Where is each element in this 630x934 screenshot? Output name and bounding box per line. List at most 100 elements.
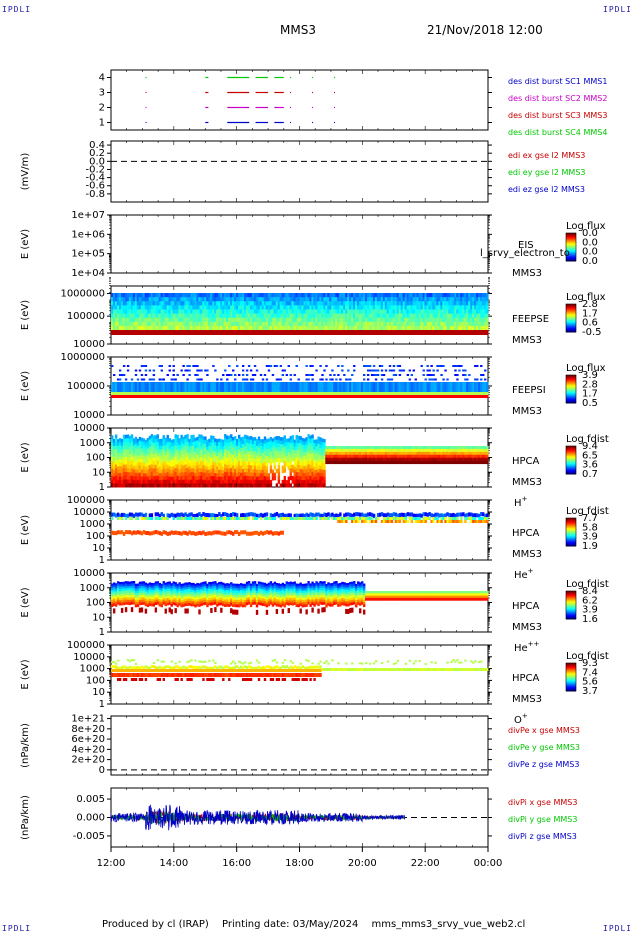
- spectrogram-cell-hpca_h: [198, 483, 201, 488]
- spectrogram-cell-feepse: [428, 305, 431, 310]
- spectrogram-cell-hpca_h: [335, 451, 338, 456]
- spectrogram-cell-hpca_h: [194, 483, 197, 488]
- spectrogram-cell-feepse: [436, 330, 439, 335]
- spectrogram-cell-feepse: [370, 330, 374, 335]
- spectrogram-cell-feepse: [484, 301, 487, 306]
- spectrogram-cell-hpca_h: [154, 457, 158, 462]
- spectrogram-cell-hpca_h: [178, 441, 181, 446]
- spectrogram-cell-hpca_h: [364, 457, 368, 462]
- spectrogram-cell-feepse: [114, 330, 118, 335]
- spectrogram-cell-feepse: [339, 313, 342, 319]
- spectrogram-cell-feepse: [271, 309, 275, 315]
- spectrogram-cell-hpca_h: [218, 483, 221, 488]
- cbar-swatch-eis: [566, 250, 576, 252]
- spectrogram-cell-hpca_h: [180, 468, 183, 473]
- spectrogram-cell-hpca_h: [196, 465, 199, 470]
- spectrogram-cell-feepse: [289, 317, 292, 323]
- spectrogram-cell-feepse: [192, 317, 195, 323]
- spectrogram-cell-hpca_h: [247, 447, 251, 452]
- spectrogram-cell-feepsi: [368, 395, 372, 398]
- spectrogram-cell-hpca_h: [263, 458, 267, 463]
- spectrogram-cell-hpca_h: [148, 461, 152, 466]
- spectrogram-cell-feepse: [470, 325, 473, 331]
- spectrogram-cell-feepsi: [257, 392, 261, 395]
- spectrogram-cell-feepse: [146, 301, 150, 306]
- spectrogram-cell-feepse: [212, 330, 215, 335]
- spectrogram-cell-feepse: [386, 330, 390, 335]
- spectrogram-cell-feepse: [353, 301, 356, 306]
- spectrogram-cell-feepse: [307, 305, 310, 310]
- spectrogram-cell-hpca_h: [329, 457, 332, 462]
- spectrogram-cell-hpca_h: [265, 456, 269, 460]
- spectrogram-cell-feepse: [234, 309, 237, 315]
- spectrogram-cell-hpca_h: [321, 476, 324, 481]
- spectrogram-cell-hpca_h: [293, 442, 296, 447]
- spectrogram-cell-feepsi: [124, 395, 128, 398]
- spectrogram-cell-feepse: [130, 321, 134, 327]
- spectrogram-cell-feepsi: [343, 392, 346, 395]
- spectrogram-cell-hpca_h: [319, 465, 322, 470]
- spectrogram-cell-hpca_h: [114, 464, 118, 469]
- spectrogram-cell-feepse: [408, 301, 412, 306]
- spectrogram-cell-hpca_h: [374, 454, 378, 459]
- spectrogram-cell-hpca_h: [180, 460, 183, 466]
- spectrogram-cell-feepse: [362, 309, 366, 315]
- spectrogram-cell-feepse: [311, 309, 314, 315]
- spectrogram-cell-hpca_h: [178, 476, 181, 481]
- spectrogram-cell-feepse: [148, 305, 152, 310]
- spectrogram-cell-hpca_h: [212, 457, 215, 462]
- spectrogram-cell-feepsi: [422, 392, 425, 395]
- spectrogram-cell-hpca_h: [138, 465, 142, 470]
- cbar-swatch-feepse: [566, 313, 576, 315]
- spectrogram-cell-feepsi: [368, 392, 372, 395]
- spectrogram-cell-hpca_h: [359, 457, 362, 462]
- spectrogram-cell-hpca_h: [202, 468, 205, 473]
- spectrogram-cell-hpca_h: [313, 439, 316, 444]
- spectrogram-cell-hpca_h: [118, 452, 122, 457]
- spectrogram-cell-hpca_h: [364, 454, 368, 459]
- spectrogram-cell-hpca_h: [232, 447, 235, 452]
- spectrogram-cell-feepse: [442, 305, 445, 310]
- spectrogram-cell-feepsi: [414, 382, 417, 392]
- spectrogram-cell-feepse: [132, 297, 136, 302]
- spectrogram-cell-feepse: [291, 297, 294, 302]
- spectrogram-cell-hpca_h: [202, 439, 205, 444]
- spectrogram-cell-hpca_h: [315, 463, 318, 468]
- spectrogram-cell-hpca_h: [241, 436, 245, 441]
- spectrogram-cell-hpca_h: [122, 434, 126, 439]
- spectrogram-cell-feepse: [116, 330, 120, 335]
- spectrogram-cell-hpca_h: [295, 464, 298, 469]
- spectrogram-cell-feepsi: [480, 392, 483, 395]
- spectrogram-cell-feepse: [194, 330, 197, 335]
- spectrogram-cell-feepse: [396, 305, 400, 310]
- spectrogram-cell-feepse: [378, 297, 382, 302]
- spectrogram-cell-feepse: [245, 297, 249, 302]
- spectrogram-cell-feepse: [204, 297, 207, 302]
- spectrogram-cell-hpca_h: [267, 455, 271, 460]
- spectrogram-cell-feepse: [446, 297, 449, 302]
- spectrogram-cell-feepse: [349, 309, 352, 315]
- spectrogram-cell-hpca_h: [249, 468, 253, 473]
- spectrogram-cell-feepse: [305, 317, 308, 323]
- spectrogram-cell-feepse: [408, 321, 412, 327]
- spectrogram-cell-hpca_h: [222, 443, 225, 447]
- spectrogram-cell-hpca_h: [335, 446, 338, 450]
- spectrogram-cell-feepse: [418, 330, 421, 335]
- spectrogram-cell-feepse: [394, 309, 398, 315]
- spectrogram-cell-feepse: [182, 309, 185, 315]
- spectrogram-cell-feepse: [416, 305, 419, 310]
- spectrogram-cell-feepsi: [450, 382, 453, 392]
- spectrogram-cell-feepsi: [293, 374, 296, 376]
- spectrogram-cell-feepse: [464, 297, 467, 302]
- spectrogram-cell-feepsi: [194, 374, 197, 376]
- spectrogram-cell-hpca_h: [351, 446, 354, 450]
- spectrogram-cell-feepse: [202, 317, 205, 323]
- spectrogram-cell-hpca_h: [212, 435, 215, 441]
- spectrogram-cell-feepse: [309, 305, 312, 310]
- spectrogram-cell-hpca_h: [303, 445, 306, 450]
- spectrogram-cell-feepse: [309, 293, 312, 298]
- spectrogram-cell-feepse: [142, 330, 146, 335]
- spectrogram-cell-hpca_h: [237, 472, 241, 477]
- spectrogram-cell-feepse: [178, 301, 181, 306]
- spectrogram-cell-feepse: [355, 321, 358, 327]
